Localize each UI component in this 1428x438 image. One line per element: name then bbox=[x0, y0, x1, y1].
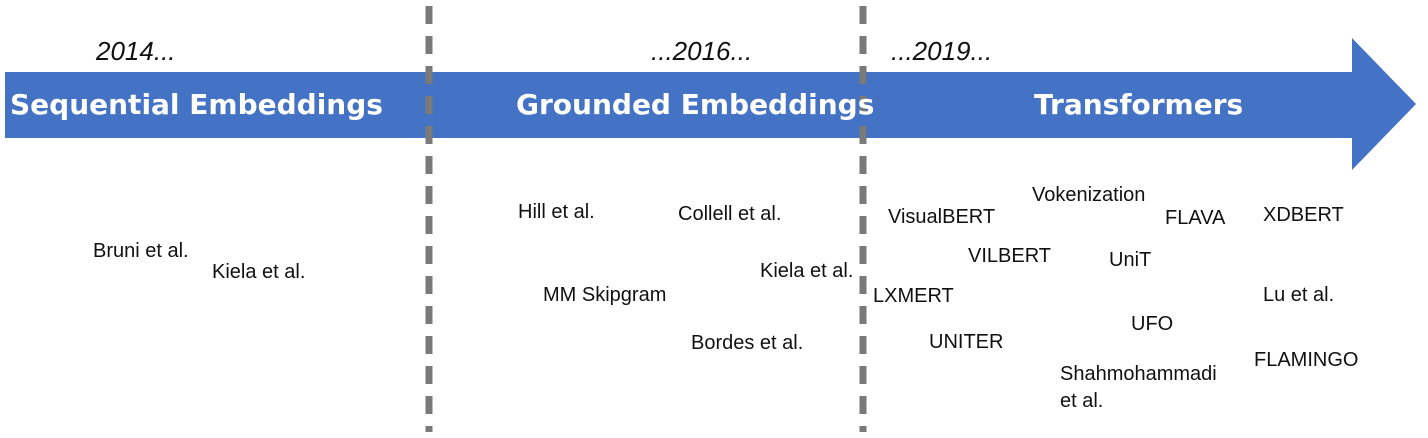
work-flava: FLAVA bbox=[1165, 207, 1226, 229]
work-bruni: Bruni et al. bbox=[93, 240, 189, 262]
era-year-2019: ...2019... bbox=[891, 36, 993, 66]
work-vokenization: Vokenization bbox=[1032, 184, 1146, 206]
work-shahmohammadi-cont: et al. bbox=[1060, 390, 1104, 412]
phase-sequential-embeddings: Sequential Embeddings bbox=[10, 88, 383, 121]
work-uniter: UNITER bbox=[929, 331, 1004, 353]
work-ufo: UFO bbox=[1131, 313, 1174, 335]
timeline-arrow bbox=[5, 38, 1416, 170]
work-shahmohammadi: Shahmohammadi bbox=[1060, 363, 1217, 385]
work-flamingo: FLAMINGO bbox=[1254, 349, 1359, 371]
phase-transformers: Transformers bbox=[1034, 88, 1244, 121]
work-visualbert: VisualBERT bbox=[888, 206, 996, 228]
work-hill: Hill et al. bbox=[518, 201, 595, 223]
work-mm-skipgram: MM Skipgram bbox=[543, 284, 667, 306]
work-lu: Lu et al. bbox=[1263, 284, 1335, 306]
work-unit: UniT bbox=[1109, 249, 1152, 271]
work-vilbert: VILBERT bbox=[968, 245, 1051, 267]
era-year-2014: 2014... bbox=[96, 36, 176, 66]
era-year-2016: ...2016... bbox=[651, 36, 753, 66]
phase-grounded-embeddings: Grounded Embeddings bbox=[516, 88, 875, 121]
work-kiela-2014: Kiela et al. bbox=[212, 261, 306, 283]
work-lxmert: LXMERT bbox=[873, 285, 954, 307]
work-collell: Collell et al. bbox=[678, 203, 782, 225]
work-kiela-2016: Kiela et al. bbox=[760, 260, 854, 282]
work-xdbert: XDBERT bbox=[1263, 204, 1344, 226]
work-bordes: Bordes et al. bbox=[691, 332, 804, 354]
